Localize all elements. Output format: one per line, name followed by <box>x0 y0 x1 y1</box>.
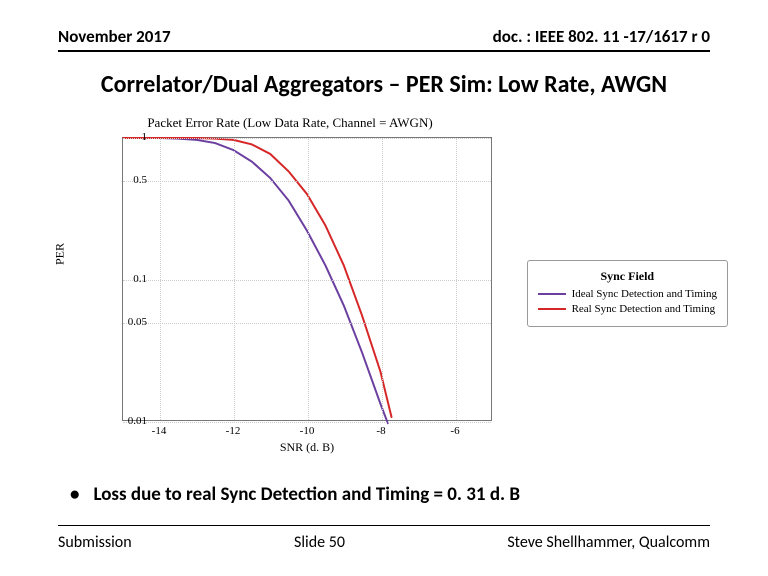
gridline-h <box>123 323 491 324</box>
per-chart: Packet Error Rate (Low Data Rate, Channe… <box>60 115 520 455</box>
gridline-h <box>123 422 491 423</box>
xtick-label: -10 <box>300 425 315 437</box>
footer-rule <box>58 525 710 527</box>
gridline-h <box>123 138 491 139</box>
xtick-label: -12 <box>226 425 241 437</box>
ytick-label: 0.5 <box>107 174 147 186</box>
legend-label: Real Sync Detection and Timing <box>572 303 716 315</box>
legend-row: Real Sync Detection and Timing <box>538 303 717 315</box>
chart-plot-area <box>122 137 492 421</box>
xtick-label: -8 <box>376 425 385 437</box>
ytick-label: 0.01 <box>107 415 147 427</box>
header-date: November 2017 <box>58 26 171 47</box>
chart-xlabel: SNR (d. B) <box>122 440 492 455</box>
gridline-h <box>123 280 491 281</box>
legend-swatch <box>538 308 566 310</box>
gridline-v <box>456 138 457 420</box>
footer-center: Slide 50 <box>294 533 345 552</box>
chart-title: Packet Error Rate (Low Data Rate, Channe… <box>60 115 520 131</box>
legend-label: Ideal Sync Detection and Timing <box>572 288 717 300</box>
header-docref: doc. : IEEE 802. 11 -17/1617 r 0 <box>493 26 710 47</box>
gridline-v <box>160 138 161 420</box>
ytick-label: 1 <box>107 131 147 143</box>
gridline-v <box>382 138 383 420</box>
ytick-label: 0.05 <box>107 316 147 328</box>
xtick-label: -6 <box>450 425 459 437</box>
page-title: Correlator/Dual Aggregators – PER Sim: L… <box>0 70 768 99</box>
legend-title: Sync Field <box>538 269 717 284</box>
legend-row: Ideal Sync Detection and Timing <box>538 288 717 300</box>
gridline-h <box>123 181 491 182</box>
chart-legend: Sync Field Ideal Sync Detection and Timi… <box>527 260 728 327</box>
chart-ylabel: PER <box>53 243 68 265</box>
gridline-v <box>234 138 235 420</box>
ytick-label: 0.1 <box>107 273 147 285</box>
legend-swatch <box>538 293 566 295</box>
footer-right: Steve Shellhammer, Qualcomm <box>507 533 710 552</box>
header-rule <box>58 50 710 52</box>
xtick-label: -14 <box>152 425 167 437</box>
bullet-text: Loss due to real Sync Detection and Timi… <box>70 483 718 506</box>
footer-left: Submission <box>58 533 132 552</box>
gridline-v <box>308 138 309 420</box>
